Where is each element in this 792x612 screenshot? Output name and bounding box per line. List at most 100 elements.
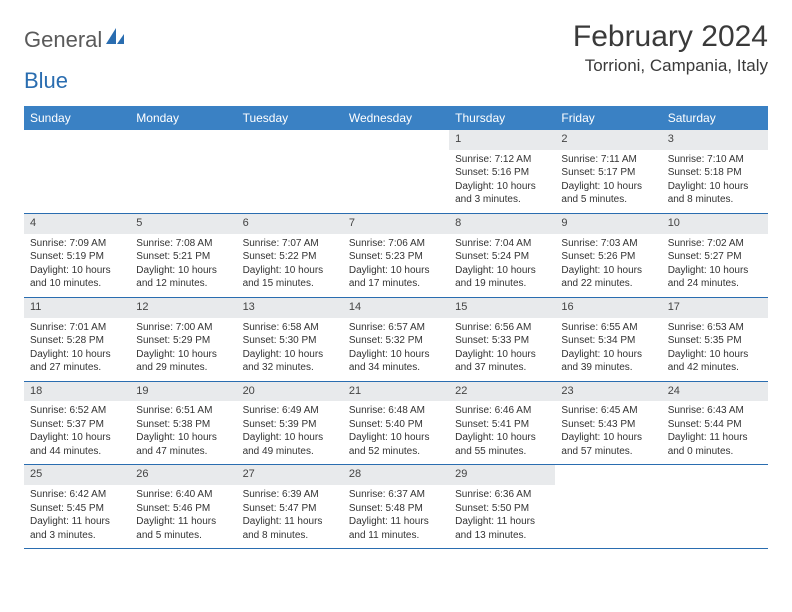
sunset-text: Sunset: 5:33 PM (455, 334, 549, 348)
sunrise-text: Sunrise: 6:48 AM (349, 404, 443, 418)
day-content: Sunrise: 7:04 AMSunset: 5:24 PMDaylight:… (449, 234, 555, 297)
day-number (555, 465, 661, 485)
day-cell: 21Sunrise: 6:48 AMSunset: 5:40 PMDayligh… (343, 382, 449, 465)
daylight-text: Daylight: 10 hours and 57 minutes. (561, 431, 655, 458)
weeks-container: 1Sunrise: 7:12 AMSunset: 5:16 PMDaylight… (24, 130, 768, 549)
daylight-text: Daylight: 11 hours and 13 minutes. (455, 515, 549, 542)
day-content: Sunrise: 6:48 AMSunset: 5:40 PMDaylight:… (343, 401, 449, 464)
day-number: 11 (24, 298, 130, 318)
sunset-text: Sunset: 5:46 PM (136, 502, 230, 516)
day-cell: 11Sunrise: 7:01 AMSunset: 5:28 PMDayligh… (24, 298, 130, 381)
day-cell (24, 130, 130, 213)
day-content: Sunrise: 6:40 AMSunset: 5:46 PMDaylight:… (130, 485, 236, 548)
week-row: 18Sunrise: 6:52 AMSunset: 5:37 PMDayligh… (24, 382, 768, 466)
sunset-text: Sunset: 5:32 PM (349, 334, 443, 348)
sunrise-text: Sunrise: 6:55 AM (561, 321, 655, 335)
day-cell: 12Sunrise: 7:00 AMSunset: 5:29 PMDayligh… (130, 298, 236, 381)
day-number: 12 (130, 298, 236, 318)
sunset-text: Sunset: 5:35 PM (668, 334, 762, 348)
day-content: Sunrise: 7:11 AMSunset: 5:17 PMDaylight:… (555, 150, 661, 213)
day-number: 21 (343, 382, 449, 402)
day-cell: 10Sunrise: 7:02 AMSunset: 5:27 PMDayligh… (662, 214, 768, 297)
day-number: 4 (24, 214, 130, 234)
day-cell: 14Sunrise: 6:57 AMSunset: 5:32 PMDayligh… (343, 298, 449, 381)
sunrise-text: Sunrise: 6:49 AM (243, 404, 337, 418)
day-number (24, 130, 130, 150)
day-cell: 23Sunrise: 6:45 AMSunset: 5:43 PMDayligh… (555, 382, 661, 465)
sunset-text: Sunset: 5:50 PM (455, 502, 549, 516)
daylight-text: Daylight: 10 hours and 24 minutes. (668, 264, 762, 291)
daylight-text: Daylight: 11 hours and 0 minutes. (668, 431, 762, 458)
day-number (237, 130, 343, 150)
sunrise-text: Sunrise: 7:08 AM (136, 237, 230, 251)
daylight-text: Daylight: 10 hours and 55 minutes. (455, 431, 549, 458)
sunset-text: Sunset: 5:43 PM (561, 418, 655, 432)
day-content: Sunrise: 6:49 AMSunset: 5:39 PMDaylight:… (237, 401, 343, 464)
sunset-text: Sunset: 5:30 PM (243, 334, 337, 348)
day-cell: 13Sunrise: 6:58 AMSunset: 5:30 PMDayligh… (237, 298, 343, 381)
day-number: 23 (555, 382, 661, 402)
sunrise-text: Sunrise: 6:46 AM (455, 404, 549, 418)
day-number: 20 (237, 382, 343, 402)
day-cell: 22Sunrise: 6:46 AMSunset: 5:41 PMDayligh… (449, 382, 555, 465)
day-content: Sunrise: 6:46 AMSunset: 5:41 PMDaylight:… (449, 401, 555, 464)
day-number: 29 (449, 465, 555, 485)
day-header-row: Sunday Monday Tuesday Wednesday Thursday… (24, 106, 768, 130)
daylight-text: Daylight: 10 hours and 34 minutes. (349, 348, 443, 375)
day-content: Sunrise: 7:03 AMSunset: 5:26 PMDaylight:… (555, 234, 661, 297)
sunset-text: Sunset: 5:17 PM (561, 166, 655, 180)
day-header-sat: Saturday (662, 106, 768, 130)
sunrise-text: Sunrise: 6:43 AM (668, 404, 762, 418)
day-number: 8 (449, 214, 555, 234)
day-number: 16 (555, 298, 661, 318)
day-cell: 24Sunrise: 6:43 AMSunset: 5:44 PMDayligh… (662, 382, 768, 465)
sunrise-text: Sunrise: 7:02 AM (668, 237, 762, 251)
day-cell: 8Sunrise: 7:04 AMSunset: 5:24 PMDaylight… (449, 214, 555, 297)
logo-word-2: Blue (24, 68, 68, 93)
daylight-text: Daylight: 10 hours and 37 minutes. (455, 348, 549, 375)
week-row: 11Sunrise: 7:01 AMSunset: 5:28 PMDayligh… (24, 298, 768, 382)
sunset-text: Sunset: 5:28 PM (30, 334, 124, 348)
daylight-text: Daylight: 10 hours and 5 minutes. (561, 180, 655, 207)
sunset-text: Sunset: 5:40 PM (349, 418, 443, 432)
daylight-text: Daylight: 11 hours and 11 minutes. (349, 515, 443, 542)
day-number: 18 (24, 382, 130, 402)
sunset-text: Sunset: 5:38 PM (136, 418, 230, 432)
day-content: Sunrise: 6:43 AMSunset: 5:44 PMDaylight:… (662, 401, 768, 464)
day-cell: 5Sunrise: 7:08 AMSunset: 5:21 PMDaylight… (130, 214, 236, 297)
daylight-text: Daylight: 10 hours and 52 minutes. (349, 431, 443, 458)
sunrise-text: Sunrise: 7:03 AM (561, 237, 655, 251)
daylight-text: Daylight: 10 hours and 42 minutes. (668, 348, 762, 375)
day-number: 2 (555, 130, 661, 150)
day-content: Sunrise: 6:45 AMSunset: 5:43 PMDaylight:… (555, 401, 661, 464)
day-cell: 6Sunrise: 7:07 AMSunset: 5:22 PMDaylight… (237, 214, 343, 297)
day-number: 17 (662, 298, 768, 318)
day-content: Sunrise: 7:00 AMSunset: 5:29 PMDaylight:… (130, 318, 236, 381)
day-cell (130, 130, 236, 213)
sunset-text: Sunset: 5:29 PM (136, 334, 230, 348)
logo-sail-icon (104, 26, 126, 53)
day-content: Sunrise: 6:55 AMSunset: 5:34 PMDaylight:… (555, 318, 661, 381)
daylight-text: Daylight: 10 hours and 29 minutes. (136, 348, 230, 375)
day-cell (662, 465, 768, 548)
sunrise-text: Sunrise: 7:07 AM (243, 237, 337, 251)
sunset-text: Sunset: 5:23 PM (349, 250, 443, 264)
day-content: Sunrise: 7:02 AMSunset: 5:27 PMDaylight:… (662, 234, 768, 297)
day-cell: 4Sunrise: 7:09 AMSunset: 5:19 PMDaylight… (24, 214, 130, 297)
day-number: 6 (237, 214, 343, 234)
day-content: Sunrise: 7:09 AMSunset: 5:19 PMDaylight:… (24, 234, 130, 297)
sunset-text: Sunset: 5:47 PM (243, 502, 337, 516)
day-number: 28 (343, 465, 449, 485)
sunrise-text: Sunrise: 7:00 AM (136, 321, 230, 335)
sunset-text: Sunset: 5:45 PM (30, 502, 124, 516)
day-number: 27 (237, 465, 343, 485)
sunrise-text: Sunrise: 6:51 AM (136, 404, 230, 418)
day-header-fri: Friday (555, 106, 661, 130)
daylight-text: Daylight: 10 hours and 10 minutes. (30, 264, 124, 291)
day-content: Sunrise: 6:56 AMSunset: 5:33 PMDaylight:… (449, 318, 555, 381)
day-cell (343, 130, 449, 213)
sunset-text: Sunset: 5:27 PM (668, 250, 762, 264)
day-cell: 27Sunrise: 6:39 AMSunset: 5:47 PMDayligh… (237, 465, 343, 548)
day-content: Sunrise: 6:37 AMSunset: 5:48 PMDaylight:… (343, 485, 449, 548)
day-cell: 26Sunrise: 6:40 AMSunset: 5:46 PMDayligh… (130, 465, 236, 548)
